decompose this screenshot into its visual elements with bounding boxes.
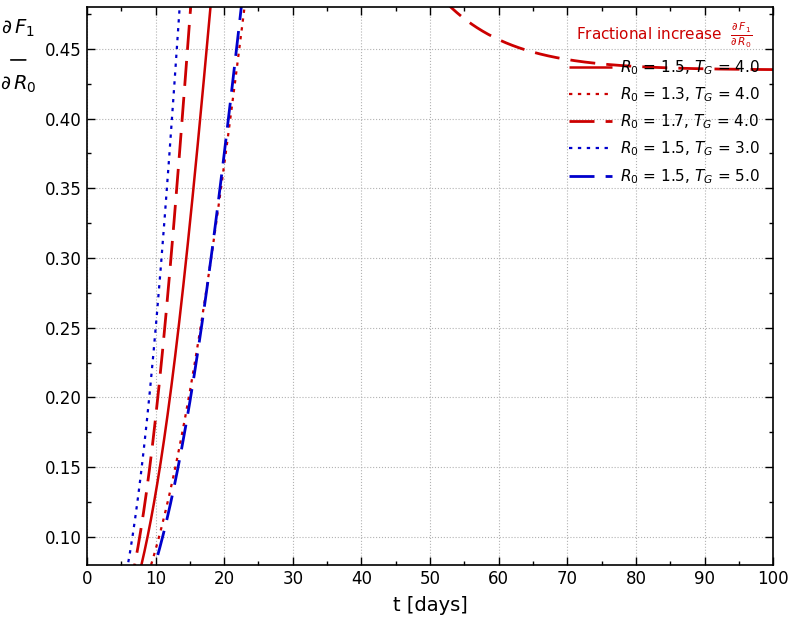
Legend: $R_0$ = 1.5, $T_G$ = 4.0, $R_0$ = 1.3, $T_G$ = 4.0, $R_0$ = 1.7, $T_G$ = 4.0, $R: $R_0$ = 1.5, $T_G$ = 4.0, $R_0$ = 1.3, $… xyxy=(563,14,766,192)
$R_0$ = 1.7, $T_G$ = 4.0 xyxy=(143,477,153,485)
Line: $R_0$ = 1.5, $T_G$ = 5.0: $R_0$ = 1.5, $T_G$ = 5.0 xyxy=(87,0,773,622)
Text: $\partial\, F_1$: $\partial\, F_1$ xyxy=(2,18,35,39)
$R_0$ = 1.5, $T_G$ = 4.0 xyxy=(119,621,129,622)
$R_0$ = 1.7, $T_G$ = 4.0 xyxy=(647,63,657,71)
$R_0$ = 1.5, $T_G$ = 5.0 xyxy=(143,583,153,591)
$R_0$ = 1.7, $T_G$ = 4.0 xyxy=(119,608,129,615)
Line: $R_0$ = 1.7, $T_G$ = 4.0: $R_0$ = 1.7, $T_G$ = 4.0 xyxy=(87,0,773,622)
$R_0$ = 1.3, $T_G$ = 4.0 xyxy=(143,571,153,578)
$R_0$ = 1.5, $T_G$ = 3.0 xyxy=(143,406,153,414)
Line: $R_0$ = 1.3, $T_G$ = 4.0: $R_0$ = 1.3, $T_G$ = 4.0 xyxy=(87,0,773,622)
$R_0$ = 1.5, $T_G$ = 3.0 xyxy=(119,582,129,589)
$R_0$ = 1.5, $T_G$ = 4.0 xyxy=(143,531,153,538)
$R_0$ = 1.7, $T_G$ = 4.0 xyxy=(495,36,505,44)
Text: $\partial\, R_0$: $\partial\, R_0$ xyxy=(0,74,37,95)
Line: $R_0$ = 1.5, $T_G$ = 3.0: $R_0$ = 1.5, $T_G$ = 3.0 xyxy=(87,0,773,622)
X-axis label: t [days]: t [days] xyxy=(392,596,467,615)
Line: $R_0$ = 1.5, $T_G$ = 4.0: $R_0$ = 1.5, $T_G$ = 4.0 xyxy=(87,0,773,622)
$R_0$ = 1.7, $T_G$ = 4.0 xyxy=(768,66,778,73)
